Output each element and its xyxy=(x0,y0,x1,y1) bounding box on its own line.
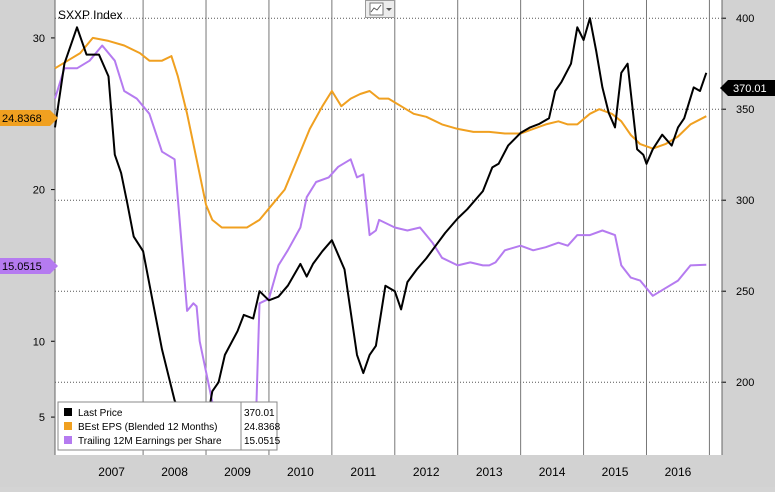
legend-swatch-best-eps xyxy=(64,422,72,430)
left-tick-label: 5 xyxy=(39,412,45,424)
chart-title: SXXP Index xyxy=(58,8,123,22)
year-label: 2015 xyxy=(602,465,629,479)
series-lines xyxy=(54,17,708,446)
gridlines xyxy=(55,0,722,487)
legend-value-best-eps: 24.8368 xyxy=(244,422,281,433)
year-label: 2012 xyxy=(413,465,440,479)
right-axis: 200 250 300 350 400 xyxy=(721,0,754,455)
year-label: 2016 xyxy=(665,465,692,479)
series-best-eps-blended-12-months-line xyxy=(54,36,707,229)
right-tick-label: 400 xyxy=(736,13,754,25)
legend-swatch-trailing xyxy=(64,436,72,444)
left-tick-label: 20 xyxy=(33,185,45,197)
last-price-badge: 370.01 xyxy=(720,80,775,96)
chart-type-icon xyxy=(369,2,392,16)
left-tick-label: 30 xyxy=(33,33,45,45)
legend-label-trailing: Trailing 12M Earnings per Share xyxy=(78,436,222,447)
chart-type-button[interactable] xyxy=(365,0,395,18)
chevron-down-icon xyxy=(386,8,392,11)
legend-label-best-eps: BEst EPS (Blended 12 Months) xyxy=(78,422,218,433)
right-tick-label: 200 xyxy=(736,377,754,389)
series-trailing-12m-earnings-per-share-line xyxy=(54,44,707,414)
legend-label-last-price: Last Price xyxy=(78,408,123,419)
year-axis-band xyxy=(0,455,775,487)
left-axis: 5 10 20 30 xyxy=(33,0,56,455)
year-label: 2014 xyxy=(539,465,566,479)
year-label: 2008 xyxy=(161,465,188,479)
left-tick-label: 10 xyxy=(33,336,45,348)
best-eps-badge-value: 24.8368 xyxy=(2,113,42,125)
trailing-badge: 15.0515 xyxy=(0,258,58,274)
best-eps-badge: 24.8368 xyxy=(0,110,58,126)
right-tick-label: 350 xyxy=(736,104,754,116)
legend: Last Price 370.01 BEst EPS (Blended 12 M… xyxy=(57,401,281,451)
right-tick-label: 300 xyxy=(736,195,754,207)
legend-swatch-last-price xyxy=(64,408,72,416)
legend-value-trailing: 15.0515 xyxy=(244,436,281,447)
year-label: 2011 xyxy=(350,465,376,479)
year-axis: 2007 2008 2009 2010 2011 2012 2013 2014 2015 2016 xyxy=(0,455,775,487)
series-last-price-line xyxy=(54,17,708,446)
plot-area xyxy=(55,0,722,455)
year-label: 2013 xyxy=(476,465,503,479)
right-tick-label: 250 xyxy=(736,286,754,298)
legend-value-last-price: 370.01 xyxy=(244,408,275,419)
year-label: 2009 xyxy=(224,465,251,479)
year-label: 2007 xyxy=(98,465,125,479)
year-label: 2010 xyxy=(287,465,314,479)
last-price-badge-value: 370.01 xyxy=(733,83,767,95)
trailing-badge-value: 15.0515 xyxy=(2,261,42,273)
